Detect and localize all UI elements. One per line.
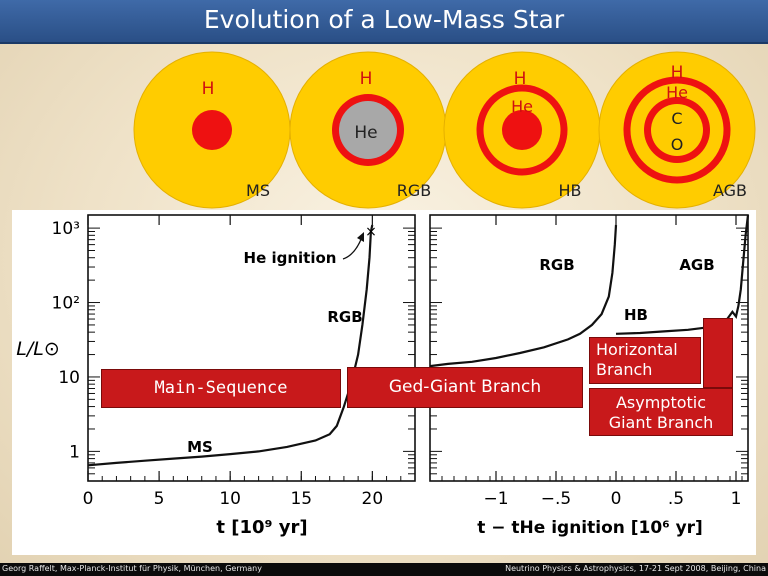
y-axis-label: L/L⊙ bbox=[16, 338, 60, 360]
callout-main-sequence-text: Main-Sequence bbox=[154, 378, 288, 398]
x-tick-label-right: −.5 bbox=[541, 489, 571, 509]
star-hb-label-h: H bbox=[514, 69, 527, 89]
plot-frame-left bbox=[87, 214, 416, 482]
x-tick-label-right: .5 bbox=[668, 489, 684, 509]
star-agb-outer-shell bbox=[623, 76, 731, 184]
x-tick-label-right: 1 bbox=[731, 489, 742, 509]
annotation-hb: HB bbox=[624, 306, 648, 324]
he-ignition-arrowhead bbox=[357, 232, 364, 242]
he-ignition-marker: × bbox=[365, 224, 377, 240]
callout-horizontal-line2: Branch bbox=[596, 360, 653, 379]
star-agb-label-he: He bbox=[666, 83, 688, 102]
callout-red-giant: Ged-Giant Branch bbox=[347, 367, 583, 408]
star-rgb-core bbox=[339, 101, 397, 159]
star-rgb: H He RGB bbox=[289, 51, 447, 209]
star-hb-stage: HB bbox=[558, 181, 581, 200]
star-ms-core bbox=[192, 110, 232, 150]
callout-main-sequence: Main-Sequence bbox=[101, 369, 341, 408]
star-hb-shell bbox=[476, 84, 568, 176]
star-agb-stage: AGB bbox=[713, 181, 747, 200]
annotation-rgb-left: RGB bbox=[327, 308, 362, 326]
x-axis-label-left: t [10⁹ yr] bbox=[216, 517, 307, 538]
annotation-he-ignition: He ignition bbox=[244, 249, 337, 267]
star-agb-label-c: C bbox=[671, 109, 682, 128]
x-tick-label-right: 0 bbox=[611, 489, 622, 509]
star-agb-label-h: H bbox=[671, 63, 684, 83]
star-rgb-stage: RGB bbox=[397, 181, 432, 200]
star-agb-label-o: O bbox=[671, 135, 684, 154]
callout-asymptotic-giant-box bbox=[703, 318, 733, 388]
callout-horizontal-line1: Horizontal bbox=[596, 340, 678, 359]
annotation-ms: MS bbox=[187, 438, 213, 456]
x-axis-label-right: t − tHe ignition [10⁶ yr] bbox=[477, 518, 703, 538]
y-tick-label: 10² bbox=[52, 294, 80, 314]
star-agb-core bbox=[651, 104, 703, 156]
series-rgb-track bbox=[429, 224, 618, 368]
x-tick-label-right: −1 bbox=[483, 489, 508, 509]
callout-asymptotic-giant-body: Asymptotic Giant Branch bbox=[589, 388, 733, 436]
star-hb-core bbox=[502, 110, 542, 150]
footer-right: Neutrino Physics & Astrophysics, 17-21 S… bbox=[505, 564, 766, 573]
star-hb: H He HB bbox=[443, 51, 601, 209]
x-tick-label-left: 20 bbox=[362, 489, 384, 509]
annotation-agb: AGB bbox=[679, 256, 714, 274]
star-hb-label-he: He bbox=[511, 97, 533, 116]
x-tick-label-left: 0 bbox=[83, 489, 94, 509]
footer-bar: Georg Raffelt, Max-Planck-Institut für P… bbox=[0, 563, 768, 576]
annotation-rgb-right: RGB bbox=[539, 256, 574, 274]
star-rgb-label-h: H bbox=[360, 69, 373, 89]
star-ms-label-h: H bbox=[202, 79, 215, 99]
x-tick-label-left: 15 bbox=[290, 489, 312, 509]
y-tick-label: 1 bbox=[69, 442, 80, 462]
callout-red-giant-text: Ged-Giant Branch bbox=[388, 377, 542, 397]
y-tick-label: 10 bbox=[58, 368, 80, 388]
x-tick-label-left: 10 bbox=[219, 489, 241, 509]
title-bar: Evolution of a Low-Mass Star bbox=[0, 0, 768, 44]
plot-frame-right bbox=[429, 214, 749, 482]
series-hb-agb-track bbox=[615, 214, 750, 335]
callout-asymptotic-line1: Asymptotic bbox=[615, 393, 707, 412]
x-tick-label-left: 5 bbox=[154, 489, 165, 509]
callout-horizontal-branch: Horizontal Branch bbox=[589, 337, 701, 384]
callout-asymptotic-line2: Giant Branch bbox=[608, 413, 714, 432]
star-diagrams: H MS H He RGB H He HB H He C O AGB bbox=[133, 51, 756, 209]
y-tick-label: 10³ bbox=[52, 219, 80, 239]
star-ms: H MS bbox=[133, 51, 291, 209]
footer-left: Georg Raffelt, Max-Planck-Institut für P… bbox=[2, 564, 262, 573]
series-ms-rgb-track bbox=[87, 224, 374, 467]
star-ms-stage: MS bbox=[246, 181, 270, 200]
slide-title: Evolution of a Low-Mass Star bbox=[203, 5, 565, 34]
star-agb: H He C O AGB bbox=[598, 51, 756, 209]
star-rgb-label-he: He bbox=[354, 123, 377, 143]
